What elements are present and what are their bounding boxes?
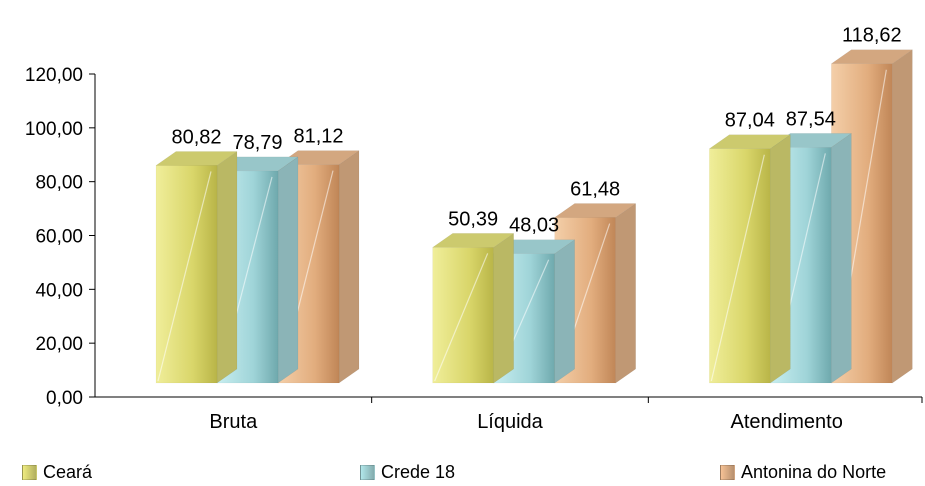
legend-label: Ceará	[43, 462, 93, 482]
data-label: 61,48	[570, 179, 620, 201]
bar-side	[892, 49, 913, 384]
bar-highlight	[434, 253, 489, 382]
y-tick-label: 100,00	[25, 119, 83, 140]
data-label: 87,04	[725, 110, 775, 132]
bar	[708, 134, 792, 384]
legend-item: Crede 18	[360, 462, 455, 483]
data-label: 118,62	[842, 25, 902, 47]
bar-highlight	[710, 154, 765, 382]
x-tick-label: Bruta	[209, 411, 258, 433]
bar	[431, 232, 515, 384]
legend-swatch	[720, 465, 735, 480]
data-label: 50,39	[448, 208, 498, 230]
legend-swatch	[360, 465, 375, 480]
bar-side	[493, 232, 514, 384]
legend-label: Antonina do Norte	[741, 462, 887, 482]
data-label: 80,82	[171, 126, 221, 148]
bar-side	[277, 156, 299, 384]
y-tick-label: 40,00	[35, 280, 83, 301]
legend-item: Ceará	[22, 462, 92, 483]
bar-side	[338, 150, 360, 384]
data-label: 78,79	[232, 132, 282, 154]
y-tick-label: 80,00	[35, 173, 83, 194]
data-label: 48,03	[509, 215, 559, 237]
bar-side	[216, 150, 238, 384]
bar-side	[770, 134, 791, 384]
bar-side	[554, 239, 575, 384]
data-label: 81,12	[293, 126, 343, 148]
legend-label: Crede 18	[381, 462, 456, 482]
y-tick-label: 120,00	[25, 65, 83, 86]
legend: Ceará Crede 18 Antonina do Norte	[0, 460, 925, 486]
bar-highlight	[157, 171, 212, 382]
bar	[155, 150, 238, 384]
y-tick-label: 20,00	[35, 334, 83, 355]
legend-item: Antonina do Norte	[720, 462, 886, 483]
x-tick-label: Líquida	[477, 411, 543, 433]
bar-side	[831, 132, 852, 384]
y-tick-label: 60,00	[35, 227, 83, 248]
bar-side	[615, 203, 636, 384]
legend-swatch	[22, 465, 37, 480]
x-tick-label: Atendimento	[731, 411, 843, 433]
y-tick-label: 0,00	[46, 388, 83, 409]
data-label: 87,54	[786, 108, 836, 130]
